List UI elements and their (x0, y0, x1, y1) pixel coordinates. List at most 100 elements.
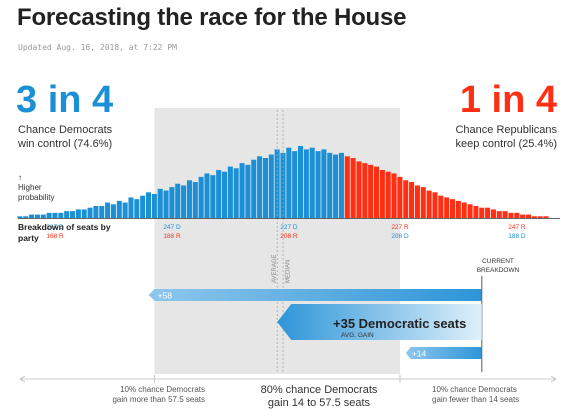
mid-chance-text: 80% chance Democrats gain 14 to 57.5 sea… (214, 384, 424, 410)
distribution-bar (69, 211, 76, 218)
distribution-bars (17, 146, 549, 218)
distribution-bar (157, 188, 163, 218)
distribution-bar (186, 180, 192, 218)
democrat-chance-line2: win control (74.6%) (18, 138, 113, 150)
distribution-bar (409, 182, 415, 218)
updated-timestamp: Updated Aug. 16, 2018, at 7:22 PM (18, 43, 177, 52)
breakdown-label: Breakdown of seats by party (18, 222, 111, 244)
distribution-bar (52, 212, 58, 218)
democrat-chance-line1: Chance Democrats (18, 124, 113, 136)
distribution-bar (490, 209, 496, 218)
distribution-bar (333, 154, 339, 218)
distribution-bar (467, 204, 473, 218)
distribution-bar (145, 192, 152, 218)
current-label-line2: BREAKDOWN (476, 267, 520, 274)
distribution-bar (227, 166, 233, 218)
higher-label-line2: probability (18, 193, 55, 202)
median-label: MEDIAN (286, 260, 292, 283)
distribution-bar (169, 187, 175, 218)
distribution-bar (444, 197, 450, 218)
right-arrowhead-icon (550, 375, 557, 383)
republican-chance-text: Chance Republicans keep control (25.4%) (455, 123, 557, 151)
left-chance-text: 10% chance Democrats gain more than 57.5… (112, 385, 205, 405)
distribution-bar (397, 176, 403, 218)
distribution-bar (216, 170, 222, 218)
current-breakdown-label: CURRENT BREAKDOWN (474, 257, 522, 275)
left-chance-line2: gain more than 57.5 seats (112, 395, 205, 404)
distribution-bar (134, 199, 140, 218)
avg-gain-label: +35 Democratic seats (333, 316, 467, 331)
distribution-bar (344, 156, 350, 218)
distribution-bar (87, 207, 93, 218)
bottom-range-axis (19, 375, 557, 383)
distribution-bar (280, 152, 286, 218)
tick-label-top: 247 R (508, 224, 526, 231)
distribution-bar (175, 183, 181, 218)
avg-gain-sublabel: AVG. GAIN (341, 332, 374, 339)
distribution-bar (531, 216, 537, 218)
distribution-bar (64, 211, 70, 218)
distribution-bar (297, 146, 304, 218)
distribution-bar (251, 159, 257, 218)
distribution-bar (210, 175, 216, 218)
distribution-bar (414, 185, 420, 218)
distribution-bar (508, 212, 514, 218)
mid-chance-line1: 80% chance Democrats (260, 384, 378, 396)
distribution-bar (520, 214, 526, 218)
distribution-bar (292, 151, 298, 218)
gain-arrow-plus58-label: +58 (158, 291, 173, 301)
tick-label-top: 267 D (46, 224, 64, 231)
distribution-bar (327, 152, 333, 218)
tick-label-bottom: 168 R (46, 233, 64, 240)
distribution-bar (514, 212, 520, 218)
democrat-odds: 3 in 4 (16, 79, 114, 121)
distribution-bar (537, 216, 543, 218)
distribution-bar (479, 207, 485, 218)
distribution-bar (181, 185, 187, 218)
distribution-bar (204, 173, 210, 218)
distribution-bar (391, 173, 397, 218)
distribution-bar (46, 212, 52, 218)
republican-odds: 1 in 4 (459, 79, 557, 121)
democrat-chance-text: Chance Democrats win control (74.6%) (18, 123, 112, 151)
distribution-bar (17, 216, 23, 218)
distribution-bar (93, 206, 99, 218)
distribution-bar (221, 171, 228, 218)
distribution-bar (403, 180, 409, 218)
axis-ticks: 267 D 168 R 247 D 188 R 227 D 208 R 227 R 208 D… (46, 224, 525, 240)
breakdown-label-line2: party (18, 233, 39, 243)
distribution-bar (151, 194, 157, 218)
mid-chance-line2: gain 14 to 57.5 seats (267, 397, 371, 409)
distribution-bar (99, 206, 105, 218)
gain-arrow-plus14 (405, 347, 482, 359)
page-title: Forecasting the race for the House (17, 4, 407, 31)
distribution-bar (315, 151, 321, 218)
distribution-bar (192, 182, 198, 218)
distribution-bar (40, 214, 46, 218)
distribution-bar (239, 163, 245, 218)
distribution-bar (81, 209, 87, 218)
distribution-bar (496, 211, 502, 218)
distribution-bar (58, 212, 64, 218)
republican-chance-line1: Chance Republicans (455, 124, 557, 136)
distribution-bar (461, 202, 467, 218)
distribution-bar (473, 206, 479, 218)
tick-label-top: 227 D (280, 224, 298, 231)
distribution-bar (309, 147, 315, 218)
distribution-bar (140, 195, 146, 218)
distribution-bar (286, 147, 292, 218)
right-chance-line1: 10% chance Democrats (432, 385, 517, 394)
tick-label-bottom: 208 D (391, 233, 409, 240)
distribution-bar (268, 154, 274, 218)
distribution-bar (525, 214, 532, 218)
distribution-bar (385, 171, 391, 218)
tick-label-top: 227 R (391, 224, 409, 231)
distribution-bar (75, 209, 81, 218)
gain-arrows: +58 +14 (148, 289, 482, 359)
distribution-bar (122, 202, 128, 218)
distribution-bar (543, 216, 549, 218)
tick-label-top: 247 D (163, 224, 181, 231)
distribution-bar (350, 158, 356, 218)
gain-arrow-average (277, 304, 482, 340)
